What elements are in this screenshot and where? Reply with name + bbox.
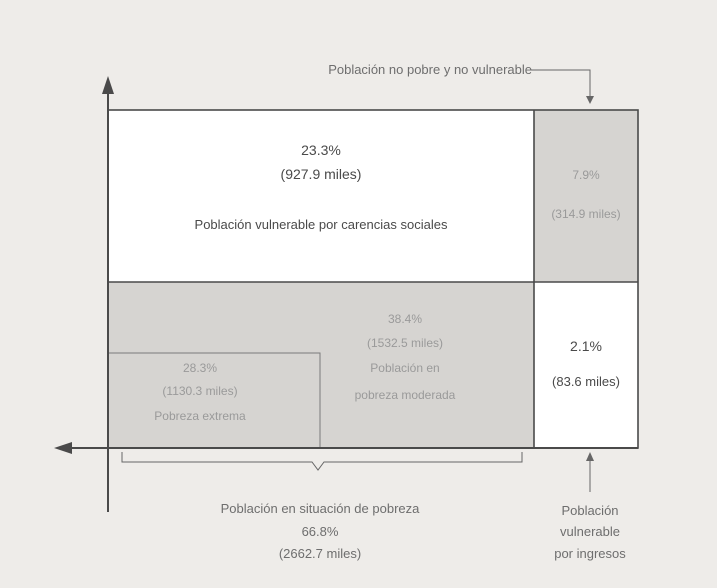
vulnerable-income-percent: 2.1% [570,338,602,354]
income-label-line3: por ingresos [554,546,626,561]
poverty-bracket [121,452,523,471]
income-pointer-arrow [586,452,594,461]
non-poor-label: Población no pobre y no vulnerable [328,62,532,77]
non-poor-callout-arrow [586,96,594,104]
moderate-poverty-label-line2: pobreza moderada [354,388,456,402]
vulnerable-social-label: Población vulnerable por carencias socia… [194,217,448,232]
moderate-poverty-percent: 38.4% [387,312,423,326]
moderate-poverty-label-line1: Población en [370,361,440,375]
vulnerable-social-percent: 23.3% [301,142,341,158]
non-poor-amount: (314.9 miles) [551,207,621,221]
extreme-poverty-label: Pobreza extrema [154,409,246,423]
horizontal-axis-arrow [54,442,72,454]
moderate-poverty-amount: (1532.5 miles) [366,336,444,350]
non-poor-percent: 7.9% [572,168,600,182]
vulnerable-income-amount: (83.6 miles) [552,374,620,389]
vertical-axis-arrow [102,76,114,94]
poverty-label: Población en situación de pobreza [220,501,420,516]
region-poverty [108,282,534,448]
region-non-poor [534,110,638,282]
extreme-poverty-amount: (1130.3 miles) [162,384,238,398]
extreme-poverty-percent: 28.3% [182,361,218,375]
income-label-line1: Población [561,503,619,518]
vulnerable-social-amount: (927.9 miles) [280,166,362,182]
non-poor-callout-line [530,69,591,98]
region-vulnerable-income [534,282,638,448]
region-vulnerable-social [108,110,534,282]
poverty-percent: 66.8% [301,524,339,539]
poverty-amount: (2662.7 miles) [278,546,362,561]
income-label-line2: vulnerable [560,524,620,539]
